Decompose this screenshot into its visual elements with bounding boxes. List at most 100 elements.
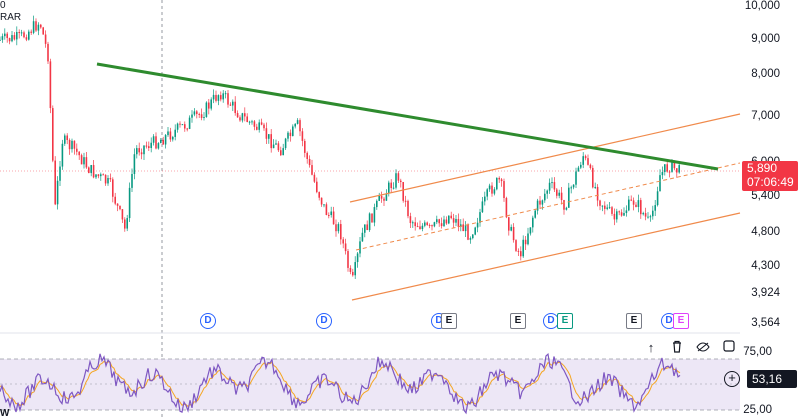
candle-body xyxy=(66,135,68,141)
earnings-event-icon[interactable]: E xyxy=(673,313,689,329)
candle-body xyxy=(181,124,184,126)
price-tick: 9,000 xyxy=(751,33,780,45)
candle-body xyxy=(54,160,56,205)
candle-body xyxy=(258,122,260,130)
candle-body xyxy=(155,136,157,149)
symbol-legend: 0 RAR xyxy=(0,0,21,24)
candle-body xyxy=(59,166,61,181)
candle-body xyxy=(486,189,488,197)
candle-body xyxy=(265,128,268,139)
candle-body xyxy=(556,189,558,196)
candle-body xyxy=(196,111,198,114)
candle-body xyxy=(44,34,47,44)
candle-body xyxy=(289,132,292,137)
candle-body xyxy=(28,31,30,40)
candle-body xyxy=(268,134,270,139)
dividend-event-icon[interactable]: D xyxy=(200,313,216,329)
candle-body xyxy=(277,143,280,151)
candle-body xyxy=(469,238,472,240)
price-tick: 4,300 xyxy=(751,260,780,272)
candle-body xyxy=(16,32,18,40)
candle-body xyxy=(623,213,625,216)
candle-body xyxy=(25,37,28,40)
dividend-event-icon[interactable]: D xyxy=(316,313,332,329)
earnings-event-icon[interactable]: E xyxy=(441,313,457,329)
candle-body xyxy=(23,32,25,38)
candle-body xyxy=(647,216,649,218)
candle-body xyxy=(18,32,20,34)
arrow-up-icon[interactable]: ↑ xyxy=(647,340,655,355)
candle-body xyxy=(508,217,510,231)
candle-body xyxy=(376,200,378,208)
candle-body xyxy=(515,240,517,251)
candle-body xyxy=(361,232,364,242)
channel-lower-line[interactable] xyxy=(351,212,741,301)
candle-body xyxy=(143,145,145,155)
candle-body xyxy=(68,140,71,150)
candle-body xyxy=(366,224,368,231)
candle-body xyxy=(229,104,232,106)
candle-body xyxy=(544,193,546,201)
candle-body xyxy=(611,207,613,214)
candle-body xyxy=(239,117,241,121)
candle-body xyxy=(217,95,220,101)
candle-body xyxy=(380,195,383,199)
earnings-event-icon[interactable]: E xyxy=(510,313,526,329)
candle-body xyxy=(116,203,119,206)
candle-body xyxy=(83,157,85,165)
channel-upper-line[interactable] xyxy=(349,113,741,203)
candle-body xyxy=(472,234,474,239)
candle-body xyxy=(145,145,148,147)
candle-body xyxy=(580,164,582,168)
candle-body xyxy=(246,116,248,122)
candle-body xyxy=(107,178,109,184)
candle-body xyxy=(642,213,644,215)
candle-body xyxy=(121,209,124,220)
candle-body xyxy=(184,124,186,129)
candle-body xyxy=(241,113,244,121)
candle-body xyxy=(536,200,539,211)
trendline[interactable] xyxy=(96,62,719,171)
candle-body xyxy=(373,207,376,223)
eye-off-icon[interactable] xyxy=(694,340,712,356)
candle-body xyxy=(337,224,340,232)
candle-body xyxy=(575,171,577,185)
candle-body xyxy=(616,211,618,220)
candle-body xyxy=(37,24,40,31)
candle-body xyxy=(148,146,150,148)
candle-body xyxy=(133,154,136,174)
candle-body xyxy=(652,210,654,217)
candle-body xyxy=(42,27,44,35)
maximize-icon[interactable] xyxy=(720,340,738,356)
earnings-event-icon[interactable]: E xyxy=(626,313,642,329)
add-plus-icon[interactable]: + xyxy=(724,371,740,387)
candle-body xyxy=(354,262,356,276)
candle-body xyxy=(316,181,318,193)
candle-body xyxy=(320,197,323,205)
current-price: 5,890 xyxy=(747,161,778,175)
candle-body xyxy=(563,200,565,210)
channel-mid-line[interactable] xyxy=(355,162,741,251)
candle-body xyxy=(260,122,263,125)
candle-body xyxy=(222,93,224,100)
candle-body xyxy=(371,213,373,223)
candle-body xyxy=(661,172,664,176)
candle-body xyxy=(500,179,503,182)
candle-body xyxy=(594,186,596,188)
candle-body xyxy=(421,225,424,230)
candle-body xyxy=(35,21,37,31)
candle-body xyxy=(76,148,78,152)
rsi-indicator xyxy=(0,353,681,415)
price-tick: 7,000 xyxy=(751,110,780,122)
trash-icon[interactable] xyxy=(668,340,686,356)
candle-body xyxy=(227,93,229,105)
candle-body xyxy=(474,227,476,235)
earnings-event-icon[interactable]: E xyxy=(557,313,573,329)
candle-body xyxy=(138,148,140,153)
candle-body xyxy=(462,224,464,232)
candle-body xyxy=(671,160,673,172)
candle-body xyxy=(78,151,80,156)
candle-body xyxy=(304,140,306,153)
candle-body xyxy=(596,186,599,201)
